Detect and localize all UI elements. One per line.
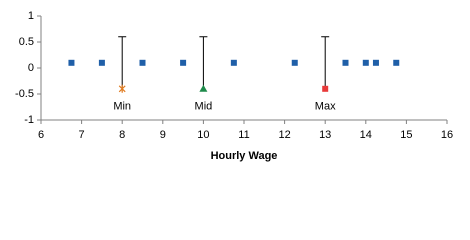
x-tick-label: 16 bbox=[441, 129, 453, 141]
point bbox=[362, 59, 369, 66]
x-tick-label: 11 bbox=[238, 129, 249, 141]
point bbox=[180, 59, 187, 66]
x-tick-label: 13 bbox=[319, 129, 331, 141]
chart: Hourly Wage -1-0.500.516 7 8 9 10 11 12 13 14 15 1… bbox=[15, 10, 453, 162]
error-bar bbox=[199, 36, 208, 89]
point-label: Mid bbox=[195, 101, 213, 113]
point-label: Max bbox=[315, 101, 336, 113]
point bbox=[322, 85, 329, 92]
y-tick-label: 1 bbox=[28, 10, 34, 22]
point-label: Min bbox=[113, 101, 131, 113]
y-tick-label: -0.5 bbox=[15, 88, 34, 100]
point bbox=[139, 59, 146, 66]
x-tick-label: 7 bbox=[79, 129, 85, 141]
y-tick-label: -1 bbox=[24, 114, 34, 126]
point bbox=[230, 59, 237, 66]
x-tick-label: 12 bbox=[278, 129, 290, 141]
point bbox=[393, 59, 400, 66]
point bbox=[342, 59, 349, 66]
error-bar bbox=[118, 36, 127, 89]
x-tick-label: 8 bbox=[119, 129, 125, 141]
y-tick-label: 0 bbox=[28, 62, 34, 74]
point bbox=[372, 59, 379, 66]
x-tick-label: 10 bbox=[197, 129, 209, 141]
point bbox=[118, 84, 126, 93]
point bbox=[291, 59, 298, 66]
x-tick-label: 14 bbox=[360, 129, 372, 141]
point bbox=[199, 84, 208, 92]
error-bar bbox=[321, 36, 330, 89]
x-tick-label: 9 bbox=[160, 129, 166, 141]
x-tick-label: 15 bbox=[400, 129, 412, 141]
x-axis-title: Hourly Wage bbox=[211, 150, 278, 162]
x-tick-label: 6 bbox=[38, 129, 44, 141]
point bbox=[68, 59, 75, 66]
point bbox=[98, 59, 105, 66]
y-tick-label: 0.5 bbox=[19, 36, 34, 48]
